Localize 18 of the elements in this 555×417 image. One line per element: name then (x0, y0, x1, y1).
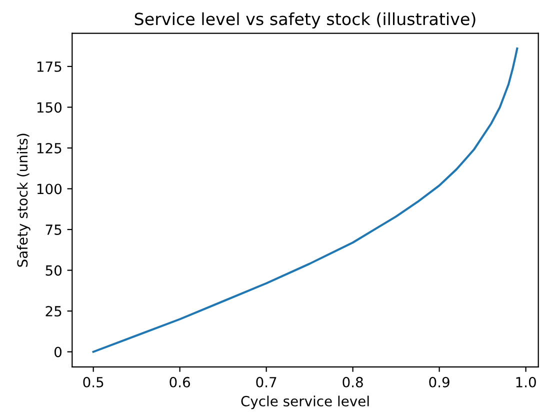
y-tick-label: 125 (37, 142, 62, 154)
y-tick-label: 50 (46, 265, 62, 276)
y-tick-label: 150 (37, 102, 62, 113)
x-tick-label: 0.6 (170, 376, 190, 388)
x-axis-title: Cycle service level (241, 396, 369, 410)
y-tick-label: 175 (37, 62, 62, 72)
y-tick-label: 0 (54, 346, 62, 358)
x-tick-label: 0.9 (429, 376, 450, 388)
x-tick-label: 0.8 (342, 376, 363, 388)
chart-title: Service level vs safety stock (illustrative) (134, 12, 476, 28)
x-tick-label: 0.5 (83, 376, 104, 388)
x-tick-label: 0.7 (256, 376, 276, 388)
x-tick-label: 1.0 (516, 376, 536, 388)
y-axis-title: Safety stock (units) (16, 134, 30, 267)
line-series (92, 47, 518, 353)
y-tick-label: 25 (46, 306, 62, 317)
y-tick-label: 100 (37, 184, 62, 194)
y-tick-label: 75 (46, 224, 62, 235)
